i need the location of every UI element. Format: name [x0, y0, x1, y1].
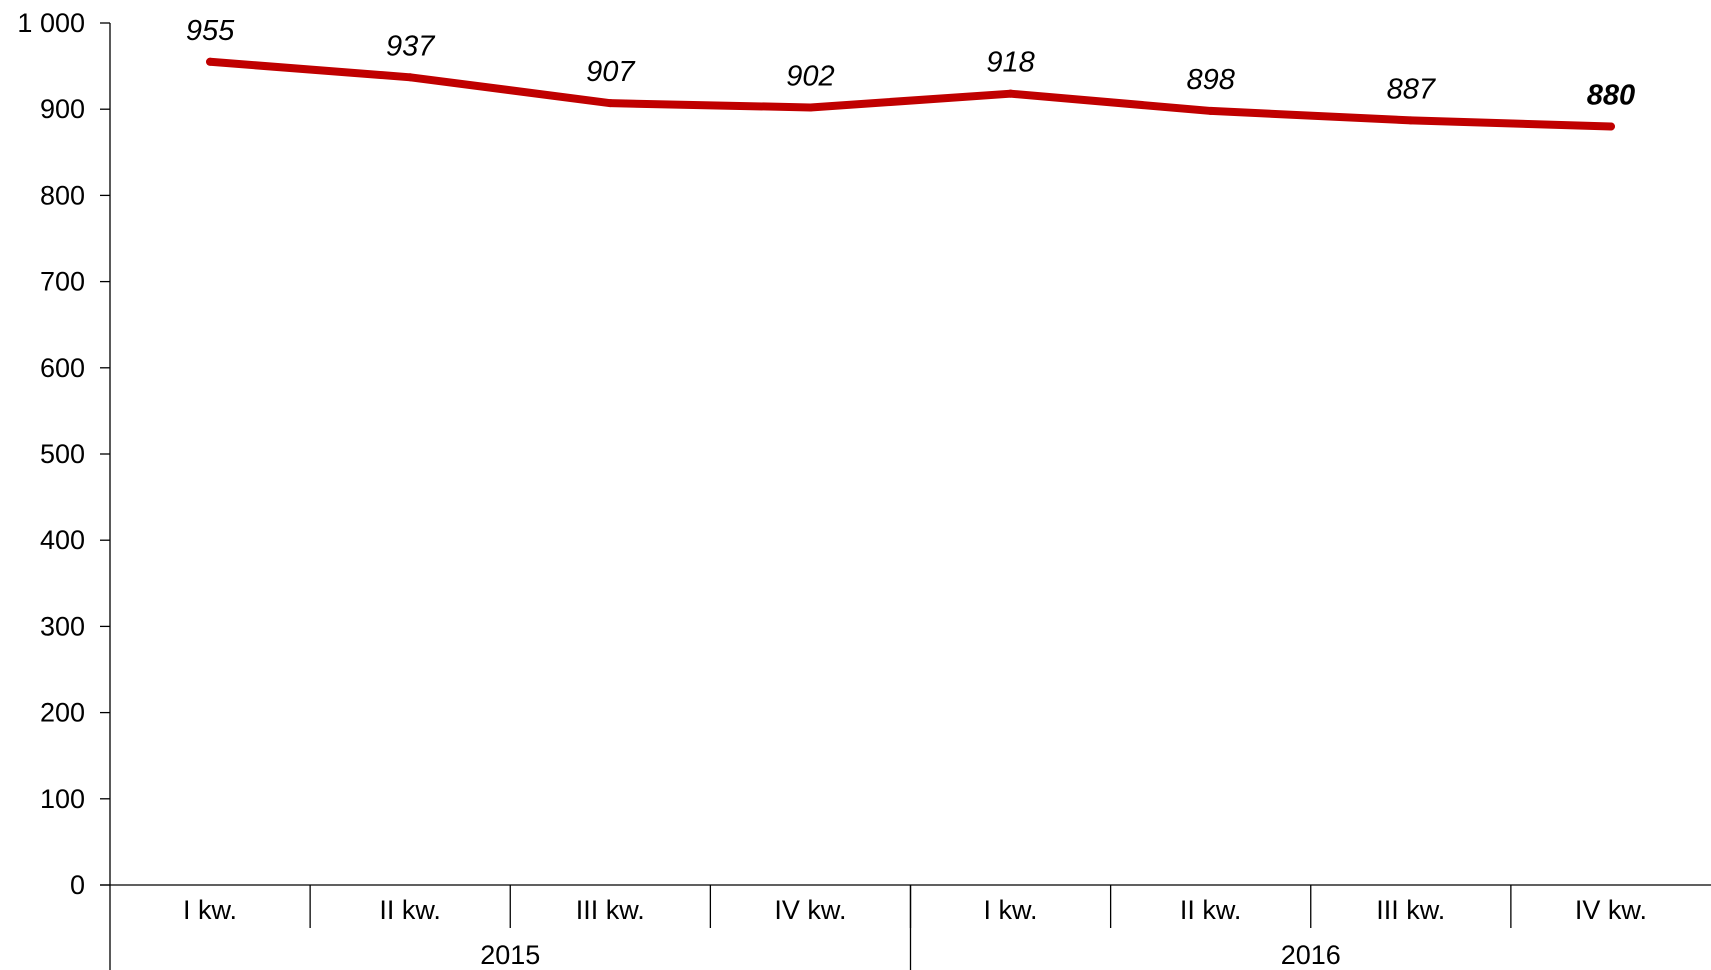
y-tick-label: 200 [40, 698, 85, 728]
data-label: 907 [586, 56, 636, 88]
y-tick-label: 400 [40, 525, 85, 555]
data-point [1206, 106, 1215, 115]
x-tick-label: III kw. [1376, 895, 1445, 925]
x-group-label: 2016 [1281, 940, 1341, 970]
data-label: 880 [1587, 79, 1635, 111]
x-tick-label: IV kw. [774, 895, 846, 925]
x-tick-label: III kw. [576, 895, 645, 925]
x-tick-label: IV kw. [1575, 895, 1647, 925]
x-group-label: 2015 [480, 940, 540, 970]
data-label: 898 [1186, 64, 1234, 96]
x-tick-label: II kw. [379, 895, 441, 925]
data-point [1406, 116, 1415, 125]
x-tick-label: II kw. [1180, 895, 1242, 925]
x-tick-label: I kw. [984, 895, 1038, 925]
series-layer [206, 57, 1615, 131]
y-tick-label: 600 [40, 353, 85, 383]
data-label: 918 [986, 47, 1034, 79]
y-tick-label: 100 [40, 784, 85, 814]
data-point [1606, 122, 1615, 131]
data-point [1006, 89, 1015, 98]
y-tick-label: 900 [40, 94, 85, 124]
data-point [406, 73, 415, 82]
data-label: 955 [186, 15, 235, 47]
data-label: 937 [386, 30, 436, 62]
data-point [606, 99, 615, 108]
x-axis: I kw. II kw. III kw. IV kw. I kw. II kw. III k… [100, 884, 1711, 970]
series-line [206, 57, 1615, 131]
y-axis: 0 100 200 300 400 500 600 700 800 900 1 000 [17, 8, 111, 970]
x-tick-label: I kw. [183, 895, 237, 925]
y-tick-label: 500 [40, 439, 85, 469]
data-labels: 955 937 907 902 918 898 887 880 [186, 15, 1635, 112]
y-tick-label: 300 [40, 611, 85, 641]
y-tick-label: 700 [40, 267, 85, 297]
data-label: 902 [786, 60, 834, 92]
y-tick-label: 800 [40, 180, 85, 210]
y-tick-label: 1 000 [17, 8, 85, 38]
data-point [806, 103, 815, 112]
data-point [206, 57, 215, 66]
y-tick-label: 0 [70, 870, 85, 900]
data-label: 887 [1387, 73, 1437, 105]
